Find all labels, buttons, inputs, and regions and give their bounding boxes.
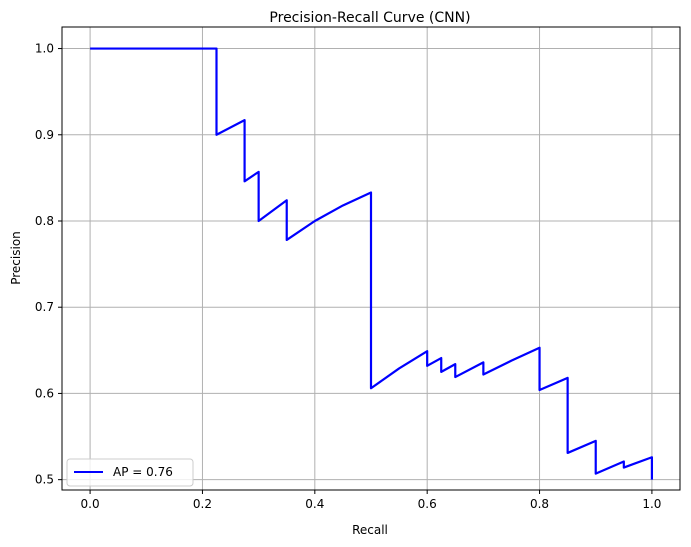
- series-layer: [90, 47, 654, 480]
- series-line-0: [90, 47, 654, 480]
- y-axis: 0.5 0.6 0.7 0.8 0.9 1.0: [35, 42, 62, 487]
- chart-title: Precision-Recall Curve (CNN): [269, 10, 470, 26]
- x-axis: 0.0 0.2 0.4 0.6 0.8 1.0: [81, 490, 661, 511]
- x-tick-label: 0.4: [305, 497, 324, 511]
- x-tick-label: 0.8: [530, 497, 549, 511]
- y-tick-label: 0.6: [35, 386, 54, 400]
- y-tick-label: 1.0: [35, 42, 54, 56]
- y-tick-label: 0.7: [35, 300, 54, 314]
- legend: AP = 0.76: [66, 458, 194, 487]
- x-tick-label: 0.6: [418, 497, 437, 511]
- x-tick-label: 0.2: [193, 497, 212, 511]
- plot-frame: [61, 26, 681, 491]
- legend-label: AP = 0.76: [113, 465, 173, 479]
- legend-box: [66, 458, 194, 487]
- y-tick-label: 0.9: [35, 128, 54, 142]
- y-tick-label: 0.8: [35, 214, 54, 228]
- x-tick-label: 1.0: [642, 497, 661, 511]
- x-tick-label: 0.0: [81, 497, 100, 511]
- y-tick-label: 0.5: [35, 473, 54, 487]
- y-axis-title: Precision: [9, 231, 23, 285]
- x-axis-title: Recall: [352, 523, 388, 537]
